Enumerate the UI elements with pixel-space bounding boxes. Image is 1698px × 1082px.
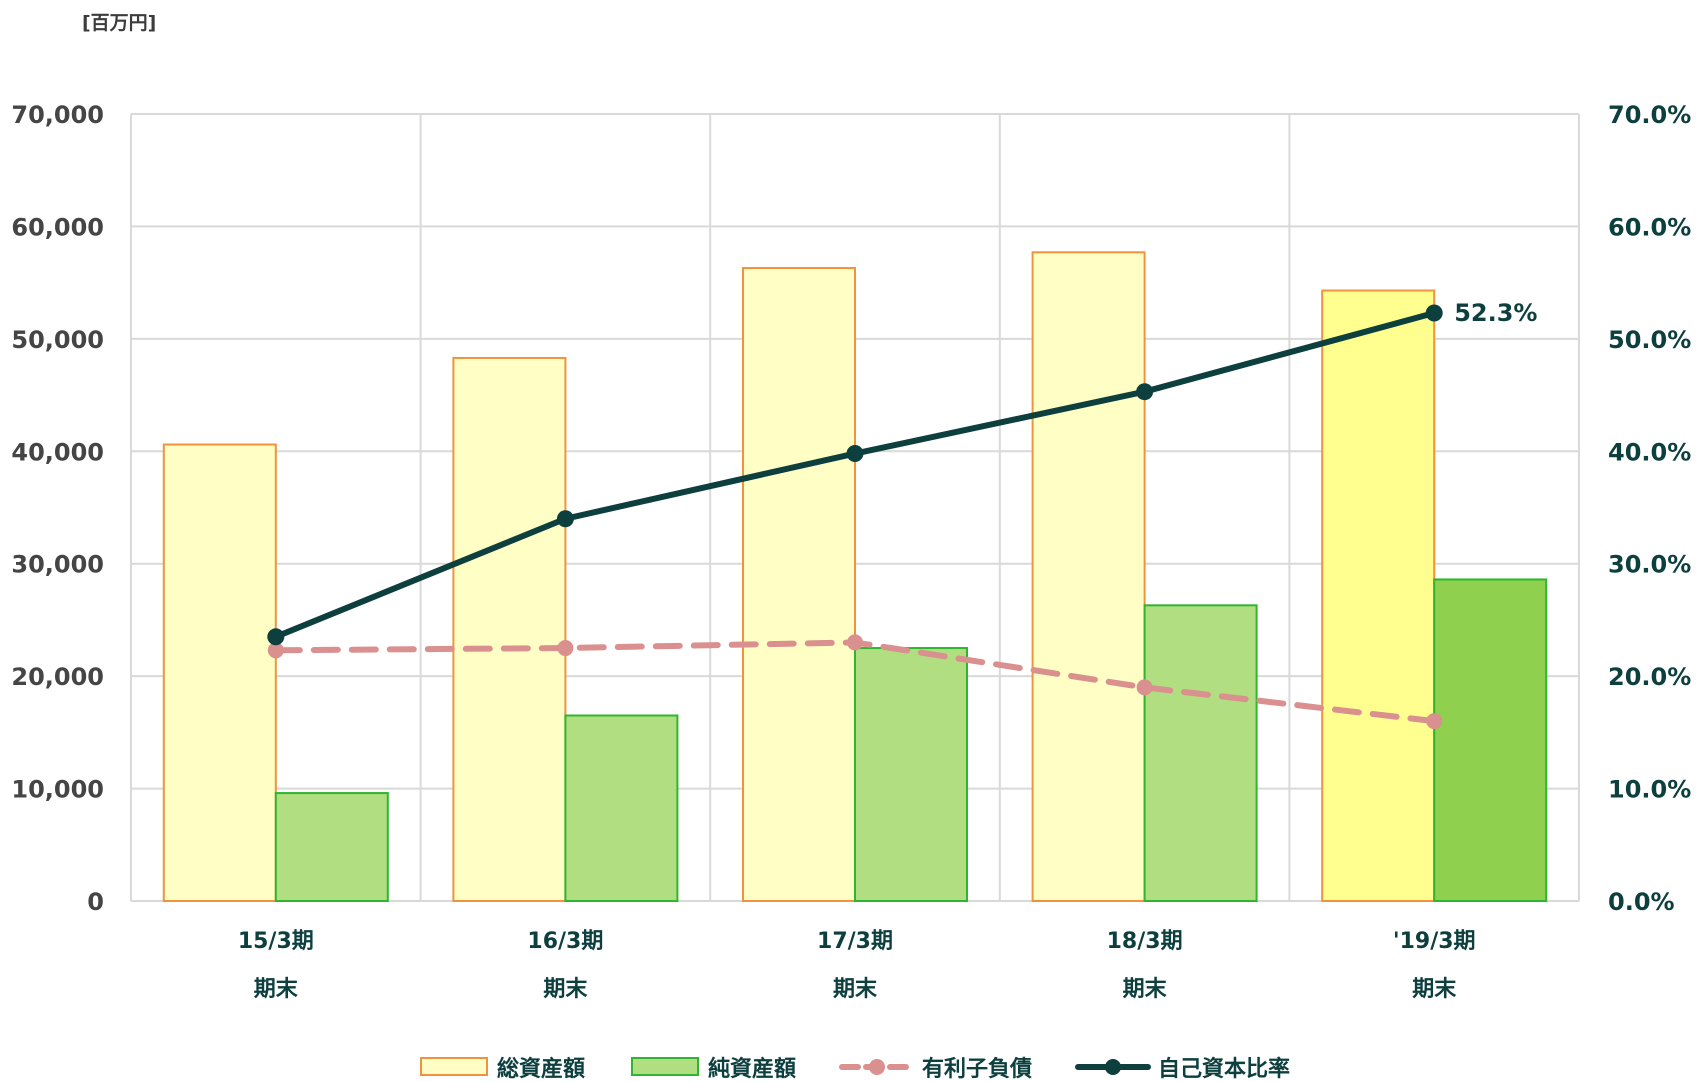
data-point bbox=[846, 445, 864, 463]
left-tick-label: 10,000 bbox=[11, 776, 104, 804]
right-tick-label: 70.0% bbox=[1608, 101, 1691, 129]
data-label: 52.3% bbox=[1454, 299, 1537, 327]
x-tick-label: 17/3期 bbox=[817, 929, 893, 954]
left-tick-label: 0 bbox=[87, 888, 104, 916]
right-tick-label: 10.0% bbox=[1608, 776, 1691, 804]
legend-label: 純資産額 bbox=[708, 1056, 796, 1082]
right-tick-label: 50.0% bbox=[1608, 326, 1691, 354]
bar bbox=[1433, 578, 1548, 902]
bar bbox=[564, 714, 679, 902]
bar bbox=[742, 267, 856, 902]
data-point bbox=[267, 642, 284, 659]
right-tick-label: 40.0% bbox=[1608, 438, 1691, 466]
bar bbox=[1031, 251, 1146, 902]
left-tick-label: 60,000 bbox=[11, 213, 104, 241]
data-point bbox=[1136, 679, 1153, 696]
x-tick-label: 15/3期 bbox=[238, 929, 314, 954]
bar-series bbox=[162, 251, 1548, 903]
x-tick-label: 期末 bbox=[1123, 977, 1168, 1002]
data-point bbox=[557, 640, 574, 657]
bar bbox=[274, 792, 389, 902]
left-tick-label: 50,000 bbox=[11, 326, 104, 354]
bar bbox=[162, 443, 277, 902]
legend-swatch bbox=[420, 1057, 488, 1076]
line-series: 52.3% bbox=[267, 299, 1537, 730]
x-tick-label: 18/3期 bbox=[1107, 929, 1183, 954]
data-point bbox=[847, 634, 863, 651]
legend-label: 有利子負債 bbox=[922, 1056, 1032, 1082]
data-point bbox=[556, 510, 574, 528]
unit-label: [百万円] bbox=[82, 12, 156, 34]
right-tick-label: 20.0% bbox=[1608, 663, 1691, 691]
bar bbox=[1143, 604, 1258, 902]
x-tick-label: 16/3期 bbox=[527, 929, 603, 954]
left-tick-label: 30,000 bbox=[11, 551, 104, 579]
x-tick-label: 期末 bbox=[1412, 977, 1457, 1002]
legend-marker bbox=[869, 1059, 885, 1075]
data-point bbox=[1136, 383, 1154, 401]
left-tick-label: 40,000 bbox=[11, 438, 104, 466]
bar bbox=[854, 647, 968, 902]
right-tick-label: 0.0% bbox=[1608, 888, 1675, 916]
right-tick-label: 60.0% bbox=[1608, 213, 1691, 241]
data-point bbox=[1426, 713, 1443, 730]
right-axis: 0.0% 10.0% 20.0% 30.0% 40.0% 50.0% 60.0% 70.0% bbox=[1608, 101, 1691, 916]
legend-swatch bbox=[631, 1057, 699, 1076]
legend-label: 総資産額 bbox=[497, 1056, 585, 1082]
left-tick-label: 20,000 bbox=[11, 663, 104, 691]
data-point bbox=[267, 628, 285, 646]
x-tick-label: 期末 bbox=[254, 977, 299, 1002]
legend: 総資産額 純資産額 有利子負債 自己資本比率 bbox=[420, 1056, 1290, 1082]
bar bbox=[1321, 289, 1436, 902]
x-tick-label: '19/3期 bbox=[1393, 929, 1476, 954]
right-tick-label: 30.0% bbox=[1608, 551, 1691, 579]
legend-marker bbox=[1105, 1059, 1121, 1075]
x-tick-label: 期末 bbox=[833, 977, 878, 1002]
data-point bbox=[1425, 304, 1443, 322]
left-axis: 0 10,000 20,000 30,000 40,000 50,000 60,000 70,… bbox=[11, 101, 104, 916]
legend-label: 自己資本比率 bbox=[1158, 1056, 1290, 1082]
x-tick-label: 期末 bbox=[543, 977, 588, 1002]
bar bbox=[452, 356, 567, 903]
left-tick-label: 70,000 bbox=[11, 101, 104, 129]
